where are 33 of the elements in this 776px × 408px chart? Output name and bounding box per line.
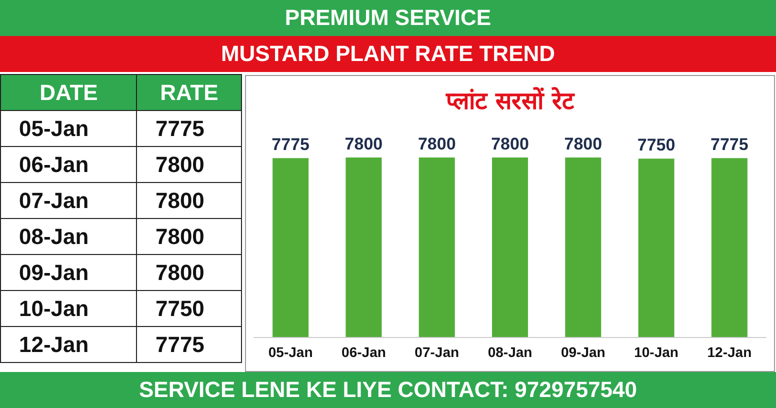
category-label: 08-Jan [19, 224, 89, 248]
x-tick-label: 09-Jan [560, 344, 606, 360]
x-tick-label: 12-Jan [707, 344, 752, 360]
x-tick-label: 10-Jan [634, 344, 678, 360]
chart-title: प्लांट सरसों रेट [445, 87, 575, 115]
text: 7800 [155, 224, 204, 248]
text: RATE [136, 74, 242, 110]
text: SERVICE LENE KE LIYE CONTACT: 9729757540 [0, 372, 776, 408]
category-label: 05-Jan [19, 116, 89, 140]
category-label: 10-Jan [19, 296, 89, 320]
text: 7750 [155, 296, 204, 320]
data-label: 7800 [491, 134, 529, 154]
data-label: 7800 [564, 134, 602, 154]
x-tick-label: 06-Jan [342, 344, 386, 360]
text: 7800 [155, 152, 204, 176]
text: 7800 [155, 188, 204, 212]
category-label: 06-Jan [19, 152, 89, 176]
data-label: 7750 [637, 136, 676, 155]
data-label: 7775 [710, 135, 748, 154]
text: 7775 [155, 332, 204, 356]
text: 7800 [155, 260, 204, 284]
x-tick-label: 07-Jan [414, 344, 460, 360]
x-tick-label: 05-Jan [268, 344, 313, 360]
text: 7775 [155, 116, 204, 140]
text: PREMIUM SERVICE [0, 0, 776, 36]
text: DATE [0, 74, 137, 110]
data-label: 7800 [418, 134, 456, 154]
data-label: 7775 [272, 135, 310, 154]
category-label: 09-Jan [19, 260, 89, 284]
x-tick-label: 08-Jan [488, 344, 532, 360]
data-label: 7800 [344, 134, 383, 154]
text: MUSTARD PLANT RATE TREND [0, 36, 776, 72]
category-label: 07-Jan [19, 188, 89, 212]
